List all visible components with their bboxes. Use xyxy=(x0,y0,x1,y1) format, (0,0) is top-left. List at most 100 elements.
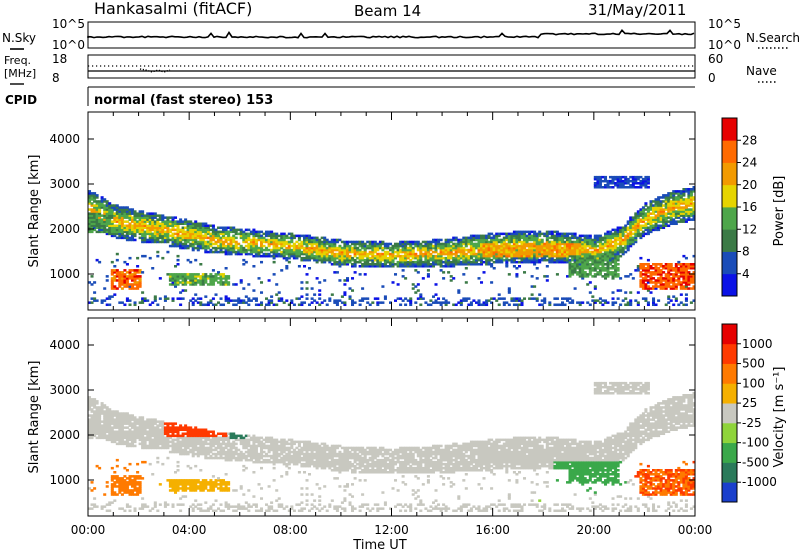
power-cell xyxy=(376,301,380,304)
power-cell xyxy=(315,238,319,242)
power-cell xyxy=(566,297,570,300)
power-cell xyxy=(452,256,456,260)
power-cell xyxy=(497,252,501,256)
power-cell xyxy=(267,234,271,238)
power-cell xyxy=(619,238,623,242)
power-cell xyxy=(677,204,681,207)
power-cell xyxy=(98,260,102,264)
power-cell xyxy=(677,212,681,215)
power-cell xyxy=(639,285,643,288)
power-cell xyxy=(153,297,157,300)
power-cell xyxy=(480,254,484,258)
power-cell xyxy=(100,204,104,207)
power-cell xyxy=(639,232,643,236)
power-cell xyxy=(689,192,693,195)
power-cell xyxy=(692,216,696,219)
power-cell xyxy=(166,224,170,228)
power-cell xyxy=(196,240,200,244)
power-cell xyxy=(171,242,175,246)
power-cell xyxy=(171,218,175,221)
power-cell xyxy=(211,226,215,230)
power-cell xyxy=(609,175,613,179)
power-cell xyxy=(232,238,236,242)
power-cell xyxy=(634,222,638,226)
power-cell xyxy=(677,208,681,211)
power-cell xyxy=(684,220,688,223)
power-cell xyxy=(561,297,565,300)
power-cell xyxy=(684,297,688,300)
power-cell xyxy=(411,263,415,266)
power-cell xyxy=(507,289,511,292)
power-cell xyxy=(641,263,645,266)
velocity-cell xyxy=(113,438,117,442)
power-cell xyxy=(631,222,635,226)
power-cell xyxy=(239,279,243,282)
power-cell xyxy=(391,263,395,266)
velocity-cell xyxy=(95,414,99,417)
power-cell xyxy=(439,260,443,264)
velocity-cell xyxy=(148,422,152,425)
power-cell xyxy=(677,275,681,278)
power-cell xyxy=(131,283,135,286)
power-cell xyxy=(677,283,681,286)
velocity-cell xyxy=(141,432,145,436)
velocity-cell xyxy=(141,434,145,438)
power-cell xyxy=(133,281,137,284)
power-cell xyxy=(644,263,648,266)
power-cell xyxy=(391,246,395,250)
power-cell xyxy=(105,204,109,207)
power-cell xyxy=(669,281,673,284)
power-cell xyxy=(464,263,468,266)
power-cell xyxy=(682,218,686,221)
power-cell xyxy=(621,184,625,187)
power-cell xyxy=(196,234,200,238)
power-cell xyxy=(265,234,269,238)
power-cell xyxy=(90,196,94,199)
power-cell xyxy=(330,254,334,258)
power-cell xyxy=(586,238,590,242)
power-cell xyxy=(201,238,205,242)
power-cell xyxy=(196,230,200,234)
power-cell xyxy=(181,226,185,230)
power-cell xyxy=(123,236,127,240)
velocity-cell xyxy=(98,414,102,417)
power-cell xyxy=(272,256,276,260)
power-cell xyxy=(523,240,527,244)
power-cell xyxy=(624,297,628,300)
power-cell xyxy=(523,250,527,254)
power-cell xyxy=(535,260,539,264)
power-cell xyxy=(315,242,319,246)
power-cell xyxy=(452,238,456,242)
power-cell xyxy=(214,279,218,282)
power-cell xyxy=(361,240,365,244)
power-cell xyxy=(482,301,486,304)
power-cell xyxy=(485,248,489,252)
power-cell xyxy=(525,242,529,246)
power-cell xyxy=(346,248,350,252)
power-cell xyxy=(578,240,582,244)
power-cell xyxy=(538,246,542,250)
power-cell xyxy=(260,246,264,250)
velocity-cell xyxy=(141,436,145,440)
power-cell xyxy=(249,252,253,256)
power-cell xyxy=(639,186,643,189)
power-cell xyxy=(520,252,524,256)
velocity-cell xyxy=(161,434,165,438)
power-cell xyxy=(125,220,129,223)
power-cell xyxy=(133,273,137,276)
power-cell xyxy=(174,238,178,242)
power-cell xyxy=(363,263,367,266)
power-cell xyxy=(194,283,198,286)
power-cell xyxy=(434,283,438,286)
power-cell xyxy=(161,226,165,230)
power-cell xyxy=(550,242,554,246)
power-cell xyxy=(538,303,542,307)
velocity-cell xyxy=(128,434,132,438)
velocity-cell xyxy=(98,422,102,425)
power-cell xyxy=(184,222,188,226)
velocity-cell xyxy=(88,432,92,436)
power-cell xyxy=(657,202,661,205)
power-cell xyxy=(320,244,324,248)
power-cell xyxy=(361,244,365,248)
